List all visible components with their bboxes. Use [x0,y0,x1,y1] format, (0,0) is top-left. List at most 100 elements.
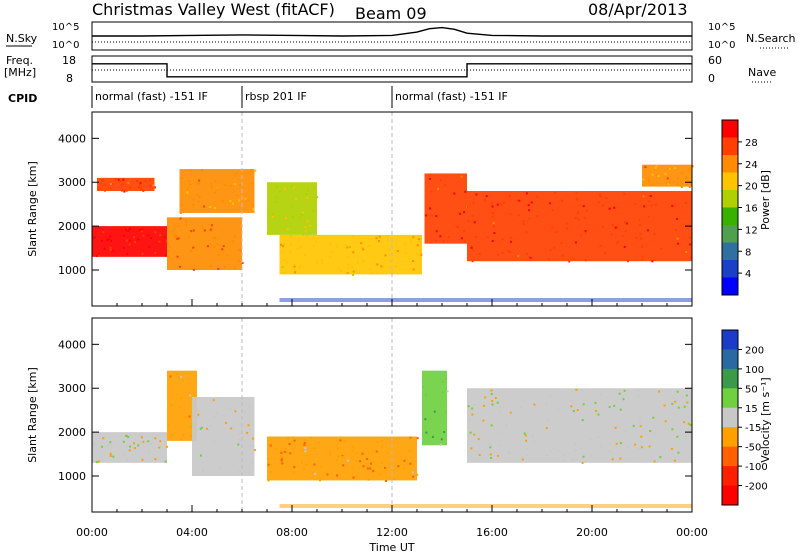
heatmap-cell [507,250,510,253]
heatmap-cell [467,220,470,223]
heatmap-cell [314,472,317,475]
cpid-segment-label: normal (fast) -151 IF [395,90,508,103]
heatmap-cell [453,192,456,195]
heatmap-cell [192,198,195,201]
heatmap-cell [654,166,657,169]
heatmap-cell [388,248,391,251]
heatmap-cell [412,475,415,478]
heatmap-cell [574,442,577,445]
heatmap-cell [683,405,686,408]
heatmap-cell [444,184,447,187]
heatmap-cell [640,444,643,447]
heatmap-cell [394,265,397,268]
heatmap-cell [223,184,226,187]
heatmap-cell [309,232,312,235]
heatmap-cell [553,447,556,450]
nsearch-tick-top: 10^5 [708,22,735,33]
heatmap-cell [295,197,298,200]
heatmap-cell [293,269,296,272]
heatmap-cell [498,444,501,447]
heatmap-cell [483,404,486,407]
heatmap-cell [412,268,415,271]
heatmap-cell [233,235,236,238]
heatmap-cell [532,434,535,437]
heatmap-cell [346,246,349,249]
heatmap-cell [498,202,501,205]
heatmap-cell [468,419,471,422]
heatmap-cell [183,416,186,419]
heatmap-cell [446,390,449,393]
heatmap-cell [490,456,493,459]
heatmap-cell [372,461,375,464]
heatmap-cell [378,235,381,238]
heatmap-cell [549,249,552,252]
colorbar-tick-label: 12 [745,225,758,236]
heatmap-cell [470,245,473,248]
colorbar-swatch [722,330,738,350]
heatmap-cell [321,262,324,265]
heatmap-cell [523,432,526,435]
heatmap-cell [214,180,217,183]
freq-label: Freq. [6,54,33,67]
heatmap-cell [192,229,195,232]
heatmap-cell [507,451,510,454]
heatmap-cell [663,404,666,407]
heatmap-cell [366,467,369,470]
heatmap-cell [336,459,339,462]
heatmap-cell [689,423,692,426]
heatmap-cell [490,389,493,392]
heatmap-cell [103,453,106,456]
colorbar-swatch [722,446,738,467]
heatmap-cell [681,172,684,175]
heatmap-cell [491,403,494,406]
heatmap-cell [500,203,503,206]
heatmap-cell [489,446,492,449]
heatmap-cell [125,239,128,242]
heatmap-cell [329,255,332,258]
heatmap-cell [344,243,347,246]
heatmap-cell [478,453,481,456]
heatmap-cell [245,431,248,434]
heatmap-cell [487,236,490,239]
heatmap-cell [179,405,182,408]
colorbar-swatch [722,466,738,487]
heatmap-cell [536,195,539,198]
heatmap-cell [420,253,423,256]
heatmap-cell [286,228,289,231]
heatmap-cell [214,207,217,210]
heatmap-cell [518,199,521,202]
heatmap-cell [274,201,277,204]
heatmap-cell [346,272,349,275]
heatmap-cell [547,258,550,261]
heatmap-cell [301,213,304,216]
heatmap-cell [385,467,388,470]
heatmap-cell [154,458,157,461]
heatmap-cell [492,215,495,218]
colorbar-swatch [722,190,738,208]
heatmap-cell [522,220,525,223]
heatmap-cell [218,254,221,257]
heatmap-cell [141,458,144,461]
heatmap-cell [673,396,676,399]
heatmap-cell [213,245,216,248]
heatmap-cell [574,241,577,244]
date-label: 08/Apr/2013 [588,0,688,19]
heatmap-cell [443,430,446,433]
heatmap-cell [101,445,104,448]
heatmap-cell [275,447,278,450]
heatmap-cell [305,193,308,196]
heatmap-cell [283,187,286,190]
heatmap-cell [252,208,255,211]
heatmap-cell [501,251,504,254]
heatmap-cell [389,259,392,262]
heatmap-cell [583,216,586,219]
heatmap-cell [648,445,651,448]
velocity-y-axis-label: Slant Range [km] [26,367,39,463]
heatmap-cell [312,210,315,213]
heatmap-cell [407,256,410,259]
heatmap-cell [128,243,131,246]
heatmap-cell [148,451,151,454]
heatmap-cell [109,441,112,444]
colorbar-tick-label: 4 [745,269,751,280]
heatmap-cell [177,237,180,240]
